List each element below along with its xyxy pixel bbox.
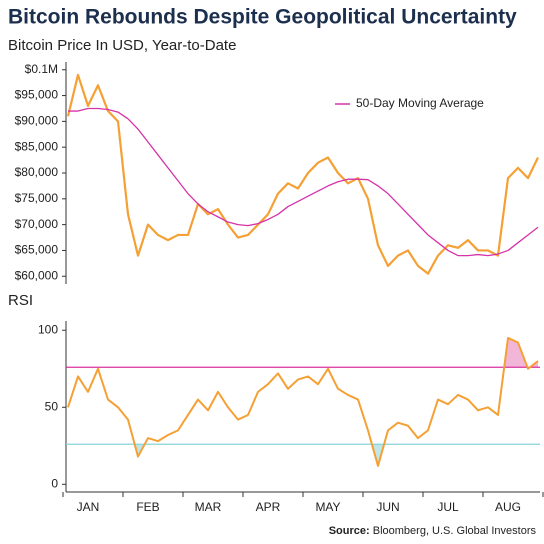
source: Source: Bloomberg, U.S. Global Investors [329,525,537,537]
y-tick-label: $80,000 [15,165,59,179]
y-tick-label: 100 [38,322,58,336]
source-label: Source: [329,525,370,537]
source-text: Bloomberg, U.S. Global Investors [373,525,537,537]
x-tick-label: MAY [315,500,340,514]
y-tick-label: $75,000 [15,191,59,205]
y-tick-label: 50 [45,399,59,413]
x-tick-label: JAN [77,500,100,514]
chart-subtitle: Bitcoin Price In USD, Year-to-Date [8,37,236,54]
y-tick-label: $70,000 [15,217,59,231]
price-line [68,107,539,257]
y-tick-label: $0.1M [25,62,58,76]
rsi-line [67,336,539,467]
y-tick-label: $95,000 [15,88,59,102]
legend-label: 50-Day Moving Average [356,96,484,110]
price-line [66,73,539,275]
x-tick-label: FEB [136,500,159,514]
y-tick-label: $85,000 [15,139,59,153]
panel-title: RSI [8,292,33,309]
y-tick-label: $90,000 [15,114,59,128]
y-tick-label: 0 [51,476,58,490]
rsi-shade [134,444,385,466]
x-tick-label: MAR [195,500,222,514]
y-tick-label: $60,000 [15,268,59,282]
chart-title: Bitcoin Rebounds Despite Geopolitical Un… [8,6,517,29]
x-tick-label: AUG [495,500,521,514]
x-tick-label: JUL [437,500,459,514]
y-tick-label: $65,000 [15,243,59,257]
x-tick-label: APR [256,500,281,514]
x-tick-label: JUN [376,500,399,514]
